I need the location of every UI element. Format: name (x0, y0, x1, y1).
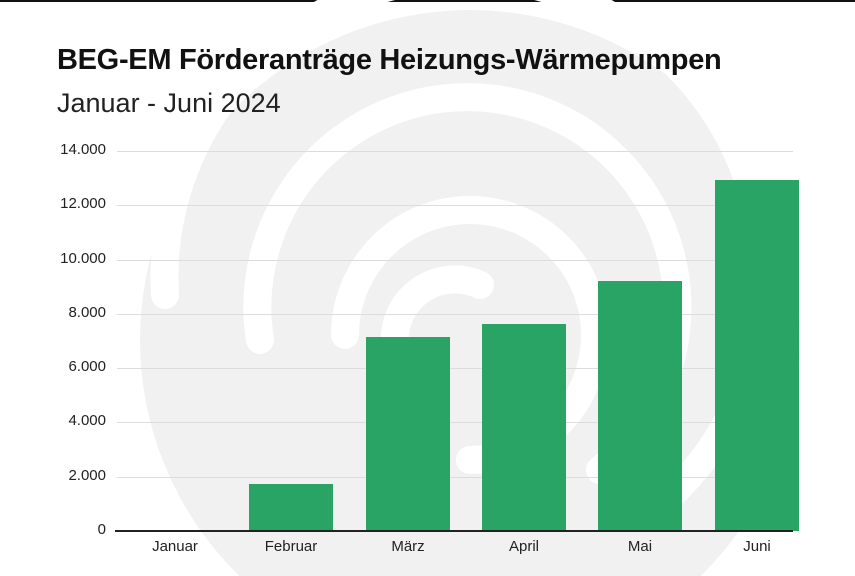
x-tick-label: Juni (743, 538, 771, 555)
x-tick-label: Januar (152, 538, 198, 555)
bar-märz (366, 337, 450, 531)
bar-juni (715, 180, 799, 531)
bar-april (482, 324, 566, 531)
x-axis-line (115, 530, 793, 532)
y-tick-label: 12.000 (60, 195, 106, 212)
top-border (0, 0, 855, 2)
y-tick-label: 8.000 (68, 304, 106, 321)
gridline (117, 260, 793, 261)
y-tick-label: 6.000 (68, 358, 106, 375)
bar-mai (598, 281, 682, 531)
x-tick-label: März (391, 538, 425, 555)
bar-februar (249, 484, 333, 532)
x-tick-label: Februar (264, 538, 318, 555)
gridline (117, 368, 793, 369)
y-tick-label: 14.000 (60, 141, 106, 158)
chart-title: BEG-EM Förderanträge Heizungs-Wärmepumpe… (57, 44, 722, 76)
chart-subtitle: Januar - Juni 2024 (57, 88, 281, 118)
x-tick-label: Mai (627, 538, 653, 555)
y-tick-label: 0 (97, 521, 106, 538)
y-tick-label: 4.000 (68, 412, 106, 429)
x-tick-label: April (508, 538, 539, 555)
y-tick-label: 2.000 (68, 467, 106, 484)
gridline (117, 314, 793, 315)
gridline (117, 477, 793, 478)
gridline (117, 151, 793, 152)
y-tick-label: 10.000 (60, 250, 106, 267)
gridline (117, 422, 793, 423)
gridline (117, 205, 793, 206)
